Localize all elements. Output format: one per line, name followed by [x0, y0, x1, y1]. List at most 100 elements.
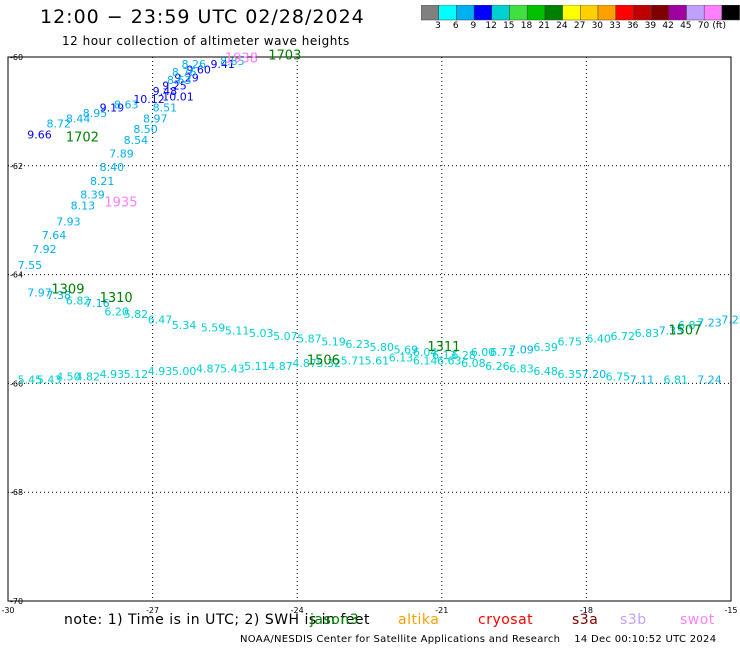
wave-height-point: 6.72 [611, 330, 636, 343]
legend-tick-label: 27 [573, 21, 586, 31]
legend-tick-label: 30 [591, 21, 604, 31]
timestamp-text: 14 Dec 00:10:52 UTC 2024 [574, 634, 717, 645]
legend-tick-label: 42 [662, 21, 674, 31]
chart-subtitle: 12 hour collection of altimeter wave hei… [62, 34, 350, 48]
wave-height-point: 8.44 [66, 112, 91, 125]
wave-height-point: 5.80 [370, 341, 395, 354]
mission-label-s3a: s3a [572, 612, 599, 628]
wave-height-point: 8.26 [182, 58, 207, 71]
legend-tick-label: 3 [435, 21, 441, 31]
wave-height-point: 6.39 [533, 341, 558, 354]
wave-height-point: 5.32 [316, 357, 341, 370]
wave-height-point: 8.95 [83, 107, 108, 120]
wave-height-point: 6.28 [451, 349, 476, 362]
wave-height-point: 6.87 [678, 319, 703, 332]
wave-height-point: 6.35 [557, 368, 582, 381]
wave-height-point: 4.82 [75, 371, 100, 384]
wave-height-point: 6.83 [635, 327, 660, 340]
x-tick-label: -27 [146, 606, 159, 615]
wave-height-point: 7.89 [109, 148, 134, 161]
wave-height-point: 5.43 [37, 373, 62, 386]
legend-tick-label: 6 [452, 21, 459, 31]
wave-height-point: 10.01 [162, 91, 194, 104]
chart-title: 12:00 − 23:59 UTC 02/28/2024 [40, 6, 365, 28]
pass-time-annotation: 1938 [225, 51, 258, 66]
wave-height-point: 9.66 [27, 129, 51, 142]
wave-height-point: 6.71 [490, 346, 515, 359]
wave-height-point: 7.24 [697, 373, 722, 386]
x-tick-label: -24 [291, 606, 304, 615]
wave-height-point: 6.83 [509, 363, 534, 376]
footer-credit: NOAA/NESDIS Center for Satellite Applica… [240, 634, 716, 645]
wave-height-point: 9.48 [153, 85, 178, 98]
plot-frame [7, 56, 732, 602]
x-tick-label: -21 [435, 606, 448, 615]
wave-height-point: 5.43 [220, 363, 245, 376]
legend-tick-label: 24 [556, 21, 568, 31]
wave-height-point: 6.81 [664, 373, 689, 386]
pass-time-annotation: 1935 [104, 196, 137, 211]
mission-legend: jason3 altika cryosat s3a s3b swot [300, 612, 740, 630]
wave-height-point: 6.04 [413, 346, 438, 359]
wave-height-point: 9.60 [186, 63, 211, 76]
wave-height-point: 7.93 [56, 216, 80, 229]
legend-tick-label: 33 [609, 21, 621, 31]
legend-tick-label: 45 [680, 21, 692, 31]
y-tick-label: -62 [10, 162, 23, 171]
legend-tick-label: 9 [470, 21, 477, 31]
wave-height-point: 5.34 [172, 319, 197, 332]
wave-height-point: 9.29 [174, 71, 199, 84]
wave-height-point: 7.22 [721, 314, 740, 327]
legend-tick-label: 12 [485, 21, 497, 31]
mission-label-altika: altika [398, 612, 440, 628]
y-tick-label: -60 [10, 53, 23, 62]
y-tick-label: -64 [10, 271, 23, 280]
wave-height-point: 6.82 [66, 295, 91, 308]
wave-height-point: 6.13 [432, 349, 457, 362]
wave-height-point: 9.25 [162, 80, 187, 93]
wave-height-point: 7.11 [630, 373, 655, 386]
y-tick-label: -70 [10, 597, 23, 606]
mission-label-cryosat: cryosat [478, 612, 534, 628]
wave-height-point: 7.92 [32, 243, 57, 256]
wave-height-point: 5.12 [124, 368, 148, 381]
wave-height-point: 7.97 [27, 286, 51, 299]
color-legend-labels: 3 6 9 12 15 18 21 24 27 30 33 36 39 42 45 70 (ft) [421, 21, 740, 35]
wave-height-point: 4.87 [292, 357, 317, 370]
wave-height-point: 5.19 [321, 335, 346, 348]
wave-height-point: 8.21 [90, 175, 115, 188]
legend-unit: (ft) [712, 21, 726, 31]
wave-height-point: 8.76 [172, 66, 197, 79]
wave-height-point: 5.87 [297, 333, 322, 346]
wave-height-point: 6.20 [104, 305, 128, 318]
wave-height-point: 8.50 [133, 123, 158, 136]
wave-height-point: 7.09 [509, 343, 534, 356]
wave-height-point: 6.23 [345, 338, 370, 351]
wave-height-point: 7.20 [582, 368, 607, 381]
wave-height-point: 5.59 [201, 322, 226, 335]
wave-height-point: 5.00 [172, 365, 197, 378]
wave-height-point: 4.93 [148, 365, 173, 378]
wave-height-point: 8.85 [220, 55, 245, 68]
wave-height-point: 6.14 [413, 354, 438, 367]
legend-tick-label: 18 [520, 21, 533, 31]
wave-height-point: 5.11 [244, 360, 269, 373]
wave-height-point: 8.39 [80, 188, 105, 201]
wave-height-point: 4.93 [100, 368, 125, 381]
wave-height-point: 5.11 [225, 324, 250, 337]
wave-height-point: 4.87 [196, 363, 221, 376]
footer-note: note: 1) Time is in UTC; 2) SWH is in fe… [64, 612, 371, 628]
x-tick-label: -18 [580, 606, 593, 615]
mission-label-swot: swot [680, 612, 715, 628]
wave-height-point: 4.87 [268, 360, 293, 373]
wave-height-point: 7.55 [18, 259, 43, 272]
y-tick-label: -68 [10, 488, 23, 497]
wave-height-point: 5.61 [365, 354, 390, 367]
wave-height-point: 6.48 [533, 365, 558, 378]
wave-height-point: 8.40 [100, 161, 125, 174]
pass-time-annotation: 1310 [100, 291, 133, 306]
wave-height-point: 6.26 [485, 360, 510, 373]
legend-tick-label: 36 [626, 21, 639, 31]
wave-height-point: 7.16 [85, 297, 110, 310]
wave-height-point: 8.54 [124, 134, 148, 147]
